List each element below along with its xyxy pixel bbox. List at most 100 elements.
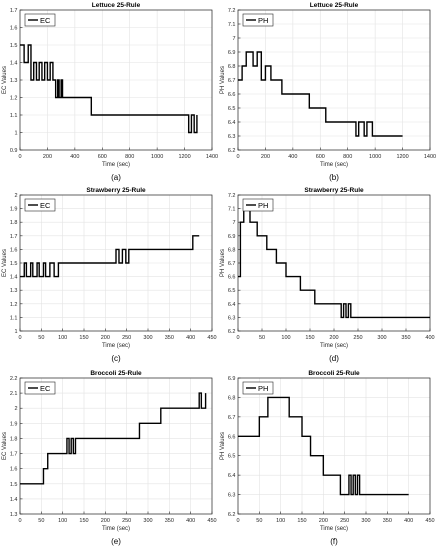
legend-box	[24, 13, 56, 27]
legend-label: PH	[258, 201, 268, 210]
x-tick-label: 800	[125, 154, 134, 160]
y-tick-label: 6.2	[228, 329, 236, 335]
legend-label: EC	[40, 384, 51, 393]
y-tick-label: 6.6	[228, 92, 236, 98]
x-tick-label: 450	[425, 518, 434, 524]
y-tick-label: 1.6	[10, 247, 18, 253]
y-tick-label: 1.7	[10, 452, 18, 458]
y-tick-label: 1.4	[10, 61, 18, 67]
y-tick-label: 7.1	[228, 22, 236, 28]
x-tick-label: 100	[276, 518, 285, 524]
x-tick-label: 150	[297, 518, 306, 524]
x-tick-label: 50	[38, 335, 44, 341]
y-tick-label: 7.2	[228, 193, 236, 199]
chart-title: Lettuce 25-Rule	[92, 2, 141, 9]
x-tick-label: 100	[58, 518, 67, 524]
chart-title: Strawberry 25-Rule	[304, 187, 364, 194]
chart-title: Lettuce 25-Rule	[310, 2, 359, 9]
chart-panel-4: 0 50 100 150 200 250 300 350 400 6.2 6.3 6.4 6.5 6.6 6…	[220, 187, 435, 363]
x-tick-label: 250	[340, 518, 349, 524]
x-tick-label: 200	[43, 154, 52, 160]
y-tick-label: 6.6	[228, 275, 236, 281]
data-series-line-ph	[238, 51, 403, 137]
x-tick-label: 300	[143, 335, 152, 341]
x-tick-label: 200	[101, 335, 110, 341]
panel-caption: (f)	[330, 537, 338, 546]
y-tick-label: 6.2	[228, 512, 236, 518]
x-axis-label: Time (sec)	[102, 162, 130, 168]
axes-box	[237, 377, 431, 515]
panel-caption: (d)	[329, 354, 339, 363]
y-tick-label: 6.9	[228, 50, 236, 56]
x-tick-label: 400	[186, 335, 195, 341]
panel-caption: (a)	[111, 173, 121, 182]
x-tick-label: 350	[401, 335, 410, 341]
data-series-line-ec	[20, 392, 207, 485]
y-axis-label: PH Values	[220, 249, 226, 277]
legend-label: EC	[40, 16, 51, 25]
x-tick-label: 450	[207, 518, 216, 524]
y-tick-label: 6.7	[228, 78, 236, 84]
y-tick-label: 2.1	[10, 391, 18, 397]
x-tick-label: 0	[18, 335, 21, 341]
y-tick-label: 6.4	[228, 473, 236, 479]
y-tick-label: 1.6	[10, 26, 18, 32]
data-series-line-ec	[20, 235, 200, 278]
x-tick-label: 350	[165, 518, 174, 524]
y-tick-label: 6.8	[228, 247, 236, 253]
y-tick-label: 2	[14, 406, 17, 412]
y-tick-label: 6.5	[228, 288, 236, 294]
x-tick-label: 150	[79, 518, 88, 524]
chart-panel-6: 0 50 100 150 200 250 300 350 400 450 6.2 6.3 6.4 6.5 6…	[220, 370, 435, 546]
y-tick-label: 1.9	[10, 421, 18, 427]
x-tick-label: 300	[361, 518, 370, 524]
legend-box	[242, 13, 274, 27]
data-series-line-ph	[238, 396, 409, 496]
legend-box	[242, 198, 274, 212]
axes-box	[19, 194, 213, 332]
y-tick-label: 6.4	[228, 120, 236, 126]
y-tick-label: 2	[14, 193, 17, 199]
x-tick-label: 1400	[206, 154, 218, 160]
x-tick-label: 1000	[151, 154, 163, 160]
y-tick-label: 1.2	[10, 302, 18, 308]
x-tick-label: 350	[383, 518, 392, 524]
x-tick-label: 100	[281, 335, 290, 341]
y-axis-label: PH Values	[220, 66, 226, 94]
y-tick-label: 7.1	[228, 207, 236, 213]
axes-box	[237, 194, 431, 332]
y-tick-label: 6.7	[228, 415, 236, 421]
y-tick-label: 6.8	[228, 395, 236, 401]
x-tick-label: 0	[18, 518, 21, 524]
data-series-line-ec	[20, 44, 198, 134]
x-axis-label: Time (sec)	[320, 343, 348, 349]
x-tick-label: 350	[165, 335, 174, 341]
y-tick-label: 7	[232, 220, 235, 226]
y-tick-label: 7	[232, 36, 235, 42]
x-tick-label: 400	[425, 335, 434, 341]
y-tick-label: 6.7	[228, 261, 236, 267]
legend-box	[24, 198, 56, 212]
panel-caption: (b)	[329, 173, 339, 182]
y-tick-label: 2.2	[10, 376, 18, 382]
chart-panel-5: 0 50 100 150 200 250 300 350 400 450 1.3 1.4 1.5 1.6 1…	[2, 370, 217, 546]
y-tick-label: 1.1	[10, 315, 18, 321]
y-tick-label: 1.8	[10, 220, 18, 226]
y-tick-label: 1	[14, 329, 17, 335]
y-tick-label: 6.8	[228, 64, 236, 70]
y-tick-label: 1.9	[10, 207, 18, 213]
plot-area	[238, 378, 430, 514]
x-tick-label: 0	[236, 154, 239, 160]
x-tick-label: 1000	[369, 154, 381, 160]
y-tick-label: 1.5	[10, 482, 18, 488]
y-axis-label: EC Values	[2, 432, 8, 460]
x-tick-label: 200	[101, 518, 110, 524]
x-tick-label: 400	[186, 518, 195, 524]
y-tick-label: 1.3	[10, 512, 18, 518]
x-tick-label: 250	[122, 335, 131, 341]
panel-caption: (e)	[111, 537, 121, 546]
y-tick-label: 1.1	[10, 113, 18, 119]
chart-panel-3: 0 50 100 150 200 250 300 350 400 450 1 1.1 1.2 1.3 1.4…	[2, 187, 217, 363]
y-tick-label: 6.3	[228, 134, 236, 140]
